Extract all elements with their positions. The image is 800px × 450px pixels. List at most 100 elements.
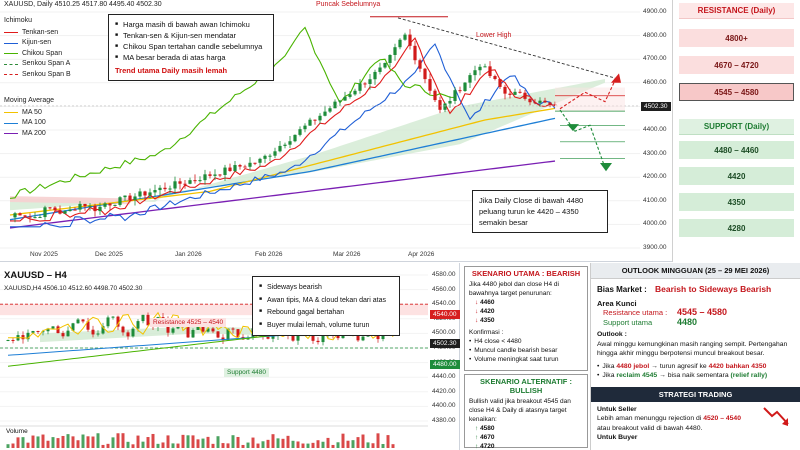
daily-y-tick: 4100.00 (643, 196, 667, 204)
volume-bar (251, 437, 255, 448)
daily-y-tick: 4400.00 (643, 126, 667, 133)
candle-body (153, 190, 157, 193)
h4-y-tick: 4380.00 (432, 417, 456, 424)
weekly-outlook-panel: OUTLOOK MINGGUAN (25 – 29 MEI 2026) Bias… (590, 263, 800, 450)
outlook-text: Awal minggu kemungkinan masih ranging se… (597, 340, 788, 358)
volume-bar (36, 436, 40, 448)
h4-notes-box: Sideways bearish Awan tipis, MA & cloud … (252, 276, 400, 336)
candle-body (383, 62, 387, 68)
ma-legend-item: MA 200 (4, 129, 54, 140)
h4-y-tick: 4420.00 (432, 387, 456, 395)
volume-bar (376, 433, 380, 448)
candle-body (378, 67, 382, 72)
volume-bar (346, 440, 350, 448)
arrow-up-icon: ↑ (475, 425, 479, 432)
candle-body (168, 188, 172, 190)
h4-tag-4540: 4540.00 (430, 310, 460, 319)
candle-body (208, 174, 212, 176)
candle-body (93, 205, 97, 212)
ichimoku-legend-item: Kijun-sen (4, 38, 71, 49)
candle-body (46, 328, 50, 332)
candle-body (183, 183, 187, 185)
ma-legend: Moving Average MA 50 MA 100 MA 200 (4, 96, 54, 139)
ichimoku-legend-item: Tenkan-sen (4, 28, 71, 39)
candle-body (228, 167, 232, 172)
daily-x-tick: Feb 2026 (255, 251, 283, 258)
h4-tag-4480: 4480.00 (430, 360, 460, 369)
candle-body (523, 92, 527, 99)
volume-bar (211, 443, 215, 448)
candle-body (448, 100, 452, 104)
confirm-title: Konfirmasi : (469, 329, 504, 336)
support-title: SUPPORT (Daily) (679, 119, 794, 135)
volume-bar (226, 443, 230, 448)
candle-body (143, 191, 147, 196)
candle-body (338, 100, 342, 102)
candle-body (21, 335, 25, 340)
candle-body (73, 209, 77, 211)
candle-body (341, 334, 345, 339)
volume-bar (391, 444, 395, 448)
scenario-main-target: ↓ 4420 (475, 308, 495, 315)
volume-bar (96, 433, 100, 448)
legend-swatch (4, 53, 18, 55)
h4-note: Sideways bearish (259, 281, 393, 294)
candle-body (126, 332, 130, 337)
candle-body (328, 108, 332, 112)
h4-y-tick: 4440.00 (432, 373, 456, 381)
daily-y-tick: 4600.00 (643, 78, 667, 86)
legend-swatch (4, 122, 18, 124)
scenario-main-target: ↓ 4350 (475, 317, 495, 324)
arrow-down-icon (567, 124, 579, 132)
h4-chart-panel[interactable]: XAUUSD – H4 XAUUSD,H4 4506.10 4512.60 44… (0, 263, 460, 450)
candle-body (171, 328, 175, 333)
daily-chart-panel[interactable]: XAUUSD, Daily 4510.25 4517.80 4495.40 45… (0, 0, 672, 262)
candle-body (226, 328, 230, 341)
legend-label: Senkou Span B (22, 70, 71, 78)
candle-body (528, 98, 532, 103)
candle-body (48, 207, 52, 209)
candle-body (116, 316, 120, 327)
volume-bar (6, 444, 10, 448)
candle-body (141, 314, 145, 322)
candle-body (211, 328, 215, 332)
candle-body (278, 145, 282, 152)
volume-bar (301, 443, 305, 448)
candle-body (423, 68, 427, 80)
candle-body (238, 165, 242, 167)
volume-bar (181, 434, 185, 448)
volume-bar (296, 441, 300, 448)
h4-y-tick: 4540.00 (432, 300, 456, 308)
daily-chart-canvas[interactable] (0, 0, 672, 262)
daily-price-tag: 4502.30 (641, 102, 671, 111)
confirm-item: Muncul candle bearish besar (469, 346, 583, 355)
volume-bar (186, 435, 190, 448)
ma-legend-item: MA 100 (4, 118, 54, 129)
candle-body (443, 103, 447, 110)
arrow-down-icon (600, 163, 612, 172)
outlook-bullet-bearish: Jika 4480 jebol → turun agresif ke 4420 … (597, 362, 794, 372)
candle-body (473, 70, 477, 76)
volume-bar (26, 442, 30, 448)
volume-bar (156, 443, 160, 448)
daily-y-tick: 4800.00 (643, 31, 667, 39)
candle-body (68, 209, 72, 212)
scenario-main-desc: Jika 4480 jebol dan close H4 di bawahnya… (469, 281, 559, 297)
bullish-arrow (559, 80, 616, 110)
volume-bar (216, 436, 220, 448)
volume-bar (311, 442, 315, 448)
candle-body (548, 102, 552, 105)
candle-body (293, 134, 297, 142)
candle-body (498, 78, 502, 87)
resistance-level: 4545 – 4580 (679, 83, 794, 101)
candle-body (66, 330, 70, 337)
candle-body (408, 34, 412, 46)
candle-body (358, 83, 362, 91)
volume-bar (121, 433, 125, 448)
ichimoku-cloud (10, 79, 605, 211)
volume-bar (106, 443, 110, 448)
volume-bar (116, 433, 120, 448)
volume-bar (241, 444, 245, 448)
candle-body (233, 165, 237, 172)
daily-note: Tenkan-sen & Kijun-sen mendatar (115, 30, 267, 41)
